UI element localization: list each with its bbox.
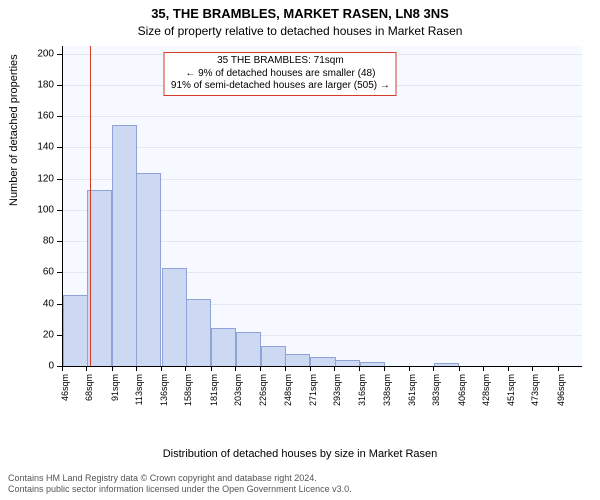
x-tick-mark [532, 366, 533, 371]
y-tick-label: 20 [28, 329, 54, 340]
x-tick-mark [359, 366, 360, 371]
gridline [62, 147, 582, 148]
x-tick-mark [334, 366, 335, 371]
x-tick-mark [433, 366, 434, 371]
histogram-bar [261, 346, 286, 366]
y-axis-line [62, 46, 63, 366]
x-tick-label: 383sqm [431, 374, 441, 406]
x-tick-mark [558, 366, 559, 371]
y-tick-mark [57, 335, 62, 336]
callout-line-1: 35 THE BRAMBLES: 71sqm [171, 55, 390, 68]
x-tick-label: 248sqm [283, 374, 293, 406]
footer-line-1: Contains HM Land Registry data © Crown c… [8, 473, 592, 485]
x-tick-label: 46sqm [60, 374, 70, 401]
y-tick-mark [57, 241, 62, 242]
x-tick-mark [112, 366, 113, 371]
gridline [62, 116, 582, 117]
x-tick-label: 361sqm [407, 374, 417, 406]
y-tick-label: 160 [28, 111, 54, 122]
y-tick-mark [57, 147, 62, 148]
x-tick-label: 91sqm [110, 374, 120, 401]
histogram-bar [63, 295, 88, 366]
x-tick-label: 113sqm [134, 374, 144, 405]
x-tick-label: 226sqm [258, 374, 268, 406]
x-tick-label: 136sqm [159, 374, 169, 406]
x-axis-line [62, 366, 582, 367]
callout-line-2: ← 9% of detached houses are smaller (48) [171, 68, 390, 81]
y-tick-mark [57, 85, 62, 86]
y-tick-label: 80 [28, 236, 54, 247]
x-tick-mark [508, 366, 509, 371]
y-tick-label: 140 [28, 142, 54, 153]
x-tick-label: 158sqm [183, 374, 193, 406]
histogram-bar [136, 173, 161, 366]
chart-title: 35, THE BRAMBLES, MARKET RASEN, LN8 3NS [0, 6, 600, 21]
x-tick-label: 473sqm [530, 374, 540, 406]
x-tick-label: 271sqm [308, 374, 318, 406]
footer-attribution: Contains HM Land Registry data © Crown c… [8, 473, 592, 496]
histogram-bar [310, 357, 335, 366]
x-tick-label: 428sqm [481, 374, 491, 406]
x-tick-mark [409, 366, 410, 371]
x-tick-mark [235, 366, 236, 371]
x-tick-label: 293sqm [332, 374, 342, 406]
histogram-bar [211, 328, 236, 366]
histogram-bar [162, 268, 187, 366]
x-tick-mark [285, 366, 286, 371]
histogram-bar [236, 332, 261, 366]
x-tick-label: 451sqm [506, 374, 516, 406]
y-tick-label: 0 [28, 361, 54, 372]
x-tick-mark [86, 366, 87, 371]
y-tick-label: 180 [28, 80, 54, 91]
x-tick-mark [260, 366, 261, 371]
histogram-bar [87, 190, 112, 366]
x-tick-mark [161, 366, 162, 371]
callout-line-3: 91% of semi-detached houses are larger (… [171, 80, 390, 93]
y-tick-mark [57, 116, 62, 117]
y-tick-mark [57, 54, 62, 55]
histogram-bar [186, 299, 211, 366]
x-tick-label: 68sqm [84, 374, 94, 401]
y-axis-label: Number of detached properties [8, 54, 20, 206]
y-tick-label: 200 [28, 48, 54, 59]
x-tick-mark [310, 366, 311, 371]
x-tick-mark [62, 366, 63, 371]
y-tick-mark [57, 272, 62, 273]
chart-container: 35, THE BRAMBLES, MARKET RASEN, LN8 3NS … [0, 0, 600, 500]
y-tick-label: 100 [28, 204, 54, 215]
chart-subtitle: Size of property relative to detached ho… [0, 24, 600, 38]
x-tick-mark [211, 366, 212, 371]
x-tick-label: 203sqm [233, 374, 243, 406]
x-tick-mark [136, 366, 137, 371]
y-tick-label: 120 [28, 173, 54, 184]
x-axis-label: Distribution of detached houses by size … [0, 448, 600, 460]
x-tick-mark [384, 366, 385, 371]
x-tick-mark [483, 366, 484, 371]
y-tick-label: 40 [28, 298, 54, 309]
marker-callout: 35 THE BRAMBLES: 71sqm ← 9% of detached … [164, 52, 397, 96]
footer-line-2: Contains public sector information licen… [8, 484, 592, 496]
x-tick-label: 406sqm [457, 374, 467, 406]
y-tick-mark [57, 304, 62, 305]
histogram-bar [112, 125, 137, 366]
histogram-bar [285, 354, 310, 366]
y-tick-label: 60 [28, 267, 54, 278]
x-tick-mark [185, 366, 186, 371]
x-tick-label: 496sqm [556, 374, 566, 406]
y-tick-mark [57, 210, 62, 211]
y-tick-mark [57, 179, 62, 180]
x-tick-label: 338sqm [382, 374, 392, 406]
x-tick-label: 181sqm [209, 374, 219, 406]
x-tick-mark [459, 366, 460, 371]
property-marker-line [90, 46, 91, 366]
x-tick-label: 316sqm [357, 374, 367, 406]
